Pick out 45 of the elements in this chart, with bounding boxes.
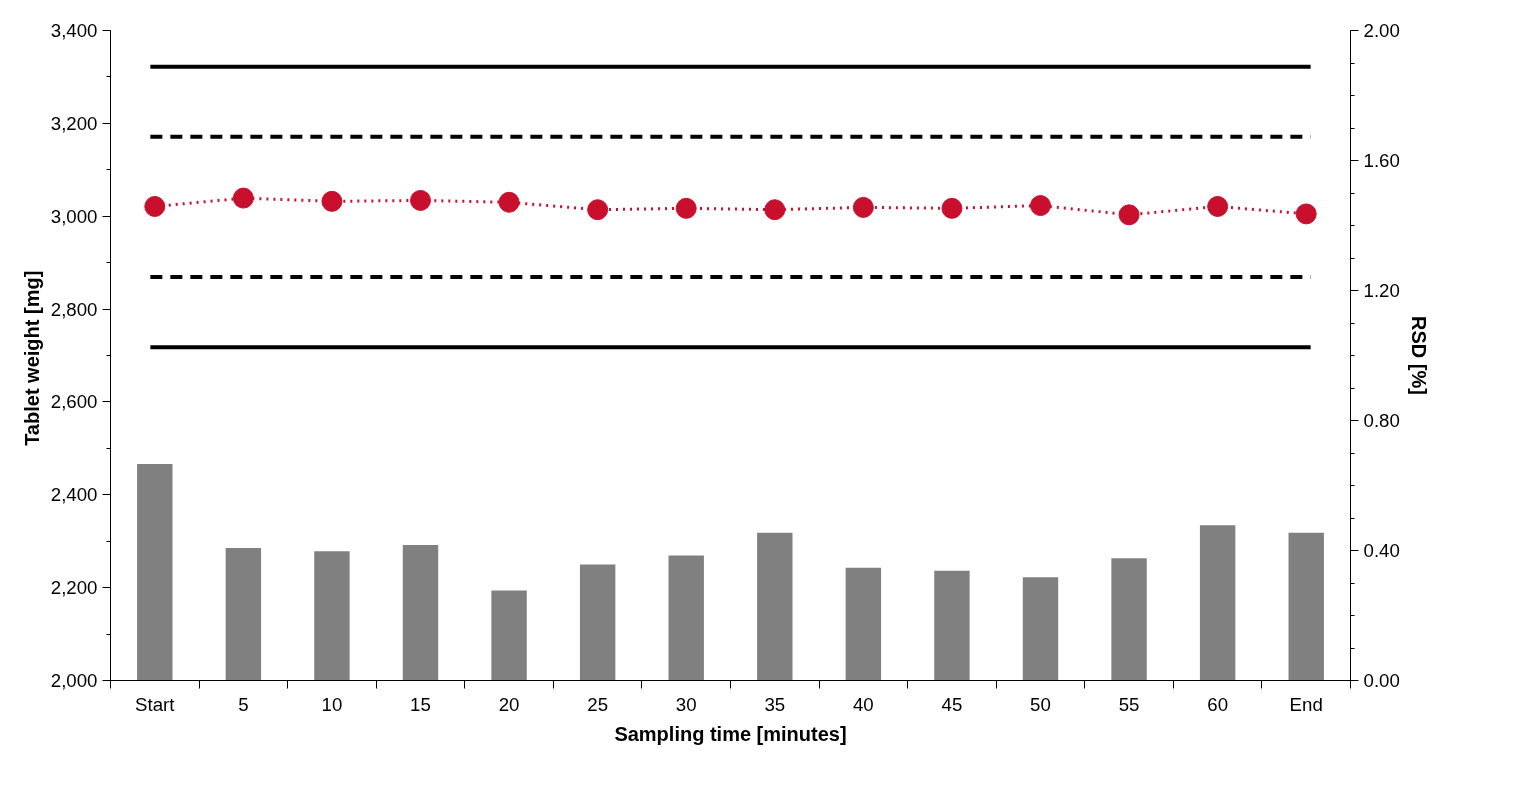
y-tick-label: 2,200 <box>50 577 98 599</box>
bar <box>757 532 793 681</box>
y2-axis-title: RSD [%] <box>1407 316 1430 395</box>
x-tick-label: 15 <box>410 693 431 715</box>
x-tick-label: 30 <box>675 693 697 715</box>
y-tick-label: 3,000 <box>50 205 98 227</box>
y2-tick-label: 0.40 <box>1363 540 1400 561</box>
bar <box>1111 558 1147 681</box>
y2-tick-label: 0.00 <box>1363 670 1400 691</box>
y2-tick-label: 1.60 <box>1363 150 1400 171</box>
bar <box>934 570 970 681</box>
x-tick-label: 20 <box>498 693 520 715</box>
bar <box>1288 532 1324 681</box>
x-tick-label: 50 <box>1030 693 1051 715</box>
y-tick-label: 2,400 <box>50 484 98 506</box>
bar <box>1199 525 1236 681</box>
bar <box>402 544 439 681</box>
bar <box>225 547 262 681</box>
x-tick-label: Start <box>135 693 176 715</box>
y-tick-label: 2,000 <box>50 670 98 691</box>
x-tick-label: 40 <box>852 693 874 715</box>
y-tick-label: 2,800 <box>50 298 98 320</box>
bar <box>491 590 527 681</box>
x-tick-label: 25 <box>587 693 609 715</box>
y-tick-label: 2,600 <box>50 391 98 413</box>
bar <box>1022 577 1059 681</box>
x-tick-label: 35 <box>764 693 786 715</box>
bar <box>579 564 616 681</box>
x-tick-label: 60 <box>1207 693 1229 715</box>
y2-tick-label: 1.20 <box>1363 280 1400 301</box>
x-tick-label: End <box>1289 693 1323 715</box>
y-tick-label: 3,200 <box>50 112 98 134</box>
y2-tick-label: 2.00 <box>1363 20 1400 41</box>
y2-tick-label: 0.80 <box>1363 410 1400 431</box>
x-tick-label: 45 <box>941 693 963 715</box>
x-tick-label: 10 <box>321 693 343 715</box>
x-axis-title: Sampling time [minutes] <box>614 722 847 745</box>
bar <box>314 551 350 681</box>
x-tick-label: 5 <box>238 693 249 715</box>
bar <box>668 555 704 681</box>
y-tick-label: 3,400 <box>50 20 98 41</box>
y-axis-title: Tablet weight [mg] <box>20 270 43 446</box>
bar <box>137 464 173 681</box>
x-tick-label: 55 <box>1118 693 1140 715</box>
bar <box>845 567 882 681</box>
